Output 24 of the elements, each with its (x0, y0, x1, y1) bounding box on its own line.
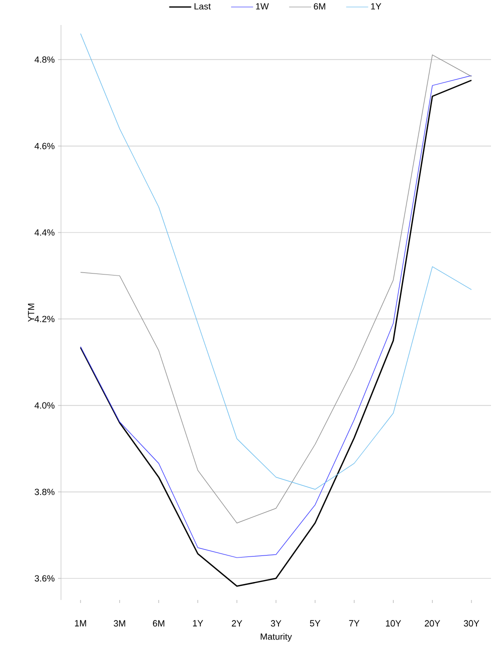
x-tick-label: 1M (75, 620, 86, 626)
y-axis-title: YTM (28, 304, 34, 322)
x-tick-label: 6M (152, 620, 164, 627)
y-tick-label: 4.4% (34, 229, 54, 236)
x-tick-label: 7Y (349, 620, 360, 626)
x-tick-label: 1Y (193, 620, 204, 626)
y-tick-label: 3.6% (34, 575, 54, 582)
legend-label: 1Y (371, 3, 382, 10)
x-tick-label: 3Y (270, 620, 282, 627)
x-tick-label: 10Y (386, 620, 402, 627)
legend-label: 1W (256, 3, 269, 10)
x-tick-label: 20Y (424, 620, 440, 627)
x-tick-label: 5Y (310, 620, 320, 626)
y-tick-label: 4.0% (34, 402, 54, 409)
legend-label: 6M (314, 3, 326, 10)
x-tick-label: 3M (114, 620, 126, 627)
legend-label: Last (194, 3, 211, 10)
x-tick-label: 30Y (464, 620, 480, 627)
y-tick-label: 4.2% (34, 316, 54, 322)
y-tick-label: 4.6% (34, 142, 54, 150)
x-axis-title: Maturity (260, 633, 292, 642)
x-tick-label: 2Y (232, 620, 242, 626)
y-tick-label: 3.8% (34, 488, 54, 496)
y-tick-label: 4.8% (34, 56, 54, 63)
